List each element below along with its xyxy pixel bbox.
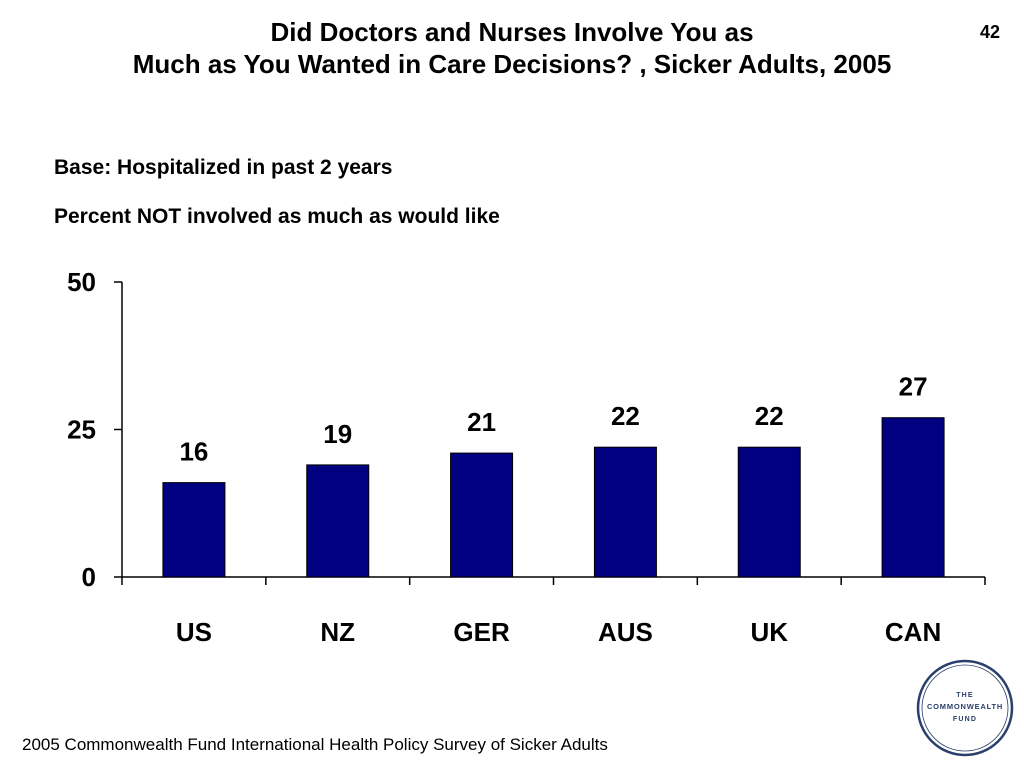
bar-us <box>162 482 226 578</box>
y-tick-label: 25 <box>67 415 96 445</box>
bar-aus <box>593 446 657 578</box>
base-subtitle: Base: Hospitalized in past 2 years <box>54 156 393 179</box>
bar-can <box>881 417 945 578</box>
commonwealth-fund-logo: THE COMMONWEALTH FUND <box>916 659 1014 757</box>
bar-ger <box>450 452 514 578</box>
data-label-aus: 22 <box>611 401 640 431</box>
chart-title: Did Doctors and Nurses Involve You as Mu… <box>20 16 1004 80</box>
data-label-us: 16 <box>179 437 208 467</box>
y-tick-label: 0 <box>82 562 96 592</box>
category-label-uk: UK <box>750 617 788 647</box>
source-footnote: 2005 Commonwealth Fund International Hea… <box>22 735 608 754</box>
measure-subtitle: Percent NOT involved as much as would li… <box>54 205 500 228</box>
title-line-1: Did Doctors and Nurses Involve You as <box>270 17 754 47</box>
bar-nz <box>306 464 370 578</box>
category-label-can: CAN <box>885 617 941 647</box>
logo-line-3: FUND <box>953 716 977 723</box>
y-tick-label: 50 <box>67 267 96 297</box>
category-label-ger: GER <box>453 617 510 647</box>
data-label-uk: 22 <box>755 401 784 431</box>
bar-uk <box>737 446 801 578</box>
data-label-ger: 21 <box>467 407 496 437</box>
data-label-can: 27 <box>899 372 928 402</box>
title-line-2: Much as You Wanted in Care Decisions? , … <box>132 49 892 79</box>
data-label-nz: 19 <box>323 419 352 449</box>
category-label-aus: AUS <box>598 617 653 647</box>
logo-line-2: COMMONWEALTH <box>927 702 1003 711</box>
page-number: 42 <box>979 22 1000 42</box>
category-label-nz: NZ <box>320 617 355 647</box>
logo-line-1: THE <box>956 692 974 699</box>
category-label-us: US <box>176 617 212 647</box>
